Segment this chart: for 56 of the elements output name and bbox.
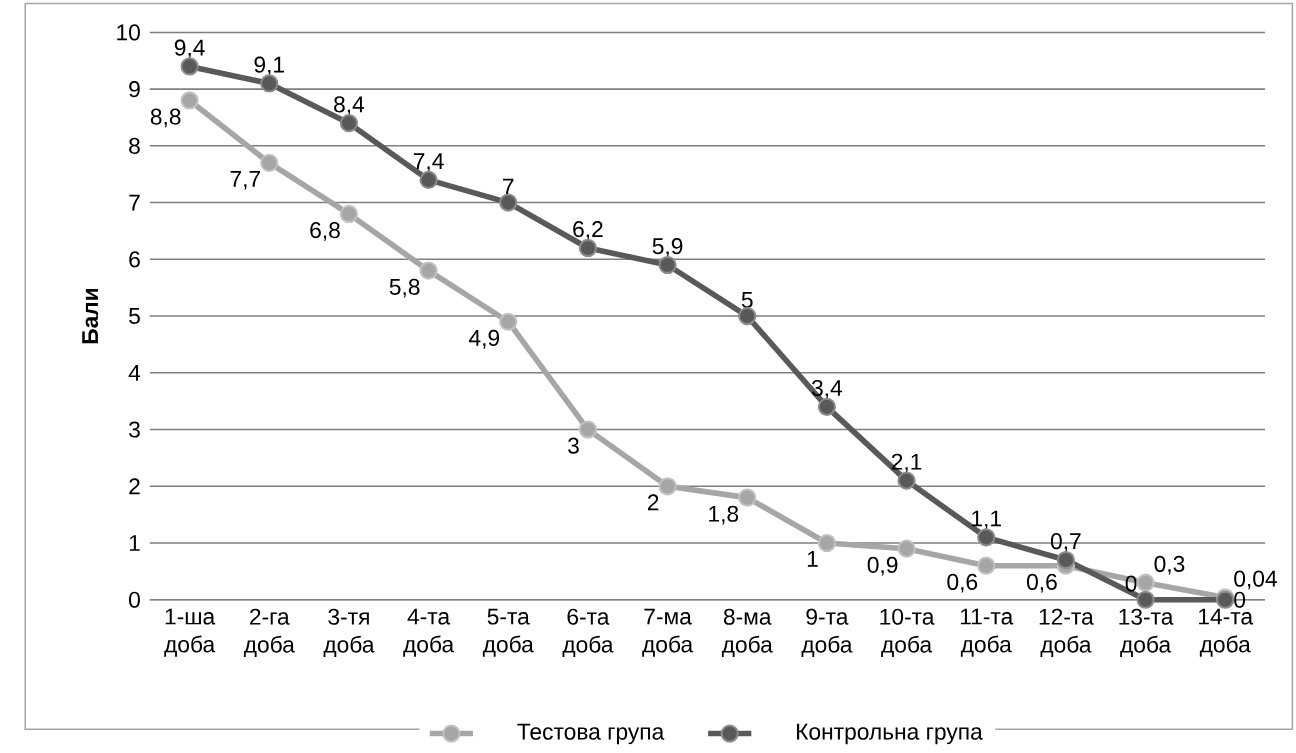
x-tick-label: 5-та доба (482, 608, 534, 657)
data-label: 2,1 (891, 453, 922, 473)
y-tick-label: 1 (129, 534, 140, 551)
x-tick-label: 1-ша доба (164, 608, 216, 657)
data-label: 8,4 (334, 96, 365, 115)
x-tick-label: 3-тя доба (323, 608, 375, 657)
x-tick-label: 6-та доба (562, 608, 614, 657)
data-label: 0,04 (1234, 570, 1277, 590)
data-label: 0,3 (1154, 555, 1185, 575)
x-tick-label: 12-та доба (1039, 608, 1094, 657)
data-label: 7,7 (230, 170, 261, 190)
y-tick-label: 6 (129, 251, 140, 268)
legend-label: Тестова група (517, 723, 665, 745)
y-tick-label: 5 (129, 307, 140, 324)
data-label: 1,1 (972, 510, 1001, 530)
data-label: 1 (807, 550, 818, 567)
x-tick-label: 10-та доба (880, 608, 935, 657)
data-label: 0 (1125, 575, 1137, 592)
y-tick-label: 0 (129, 591, 140, 608)
data-label: 0,7 (1050, 532, 1081, 552)
data-label: 0,9 (867, 556, 898, 576)
data-label: 0,6 (1026, 573, 1057, 593)
y-tick-label: 3 (129, 421, 140, 438)
y-tick-label: 10 (117, 24, 140, 41)
x-tick-label: 2-га доба (243, 608, 295, 657)
data-label: 0 (1234, 591, 1246, 608)
x-tick-label: 8-ма доба (721, 608, 773, 657)
data-label: 3 (568, 437, 579, 454)
data-label: 6,2 (573, 220, 603, 240)
y-axis-title: Бали (82, 288, 99, 344)
data-label: 5 (741, 291, 753, 308)
data-label: 4,9 (469, 329, 500, 349)
y-tick-label: 7 (129, 194, 140, 211)
x-tick-label: 9-та доба (801, 608, 853, 657)
y-tick-label: 9 (129, 80, 140, 97)
data-label: 3,4 (811, 379, 843, 399)
x-tick-label: 4-та доба (403, 608, 455, 657)
data-label: 7,4 (413, 153, 444, 172)
data-label: 1,8 (709, 505, 739, 525)
data-label: 5,8 (389, 278, 420, 298)
data-label: 8,8 (150, 108, 181, 128)
data-label: 0,6 (947, 573, 978, 593)
y-tick-label: 8 (129, 137, 140, 154)
data-label: 9,1 (254, 56, 284, 76)
x-tick-label: 14-та доба (1199, 608, 1254, 657)
data-label: 5,9 (652, 237, 683, 257)
data-label: 6,8 (310, 221, 340, 241)
x-tick-label: 7-ма доба (642, 608, 694, 657)
x-tick-label: 11-та доба (960, 608, 1014, 657)
x-tick-label: 13-та доба (1119, 608, 1174, 657)
legend-label: Контрольна група (797, 723, 983, 745)
y-tick-label: 2 (129, 478, 140, 495)
y-tick-label: 4 (128, 364, 141, 381)
data-label: 2 (647, 494, 659, 511)
data-label: 9,4 (174, 39, 205, 59)
data-label: 7 (503, 178, 514, 195)
